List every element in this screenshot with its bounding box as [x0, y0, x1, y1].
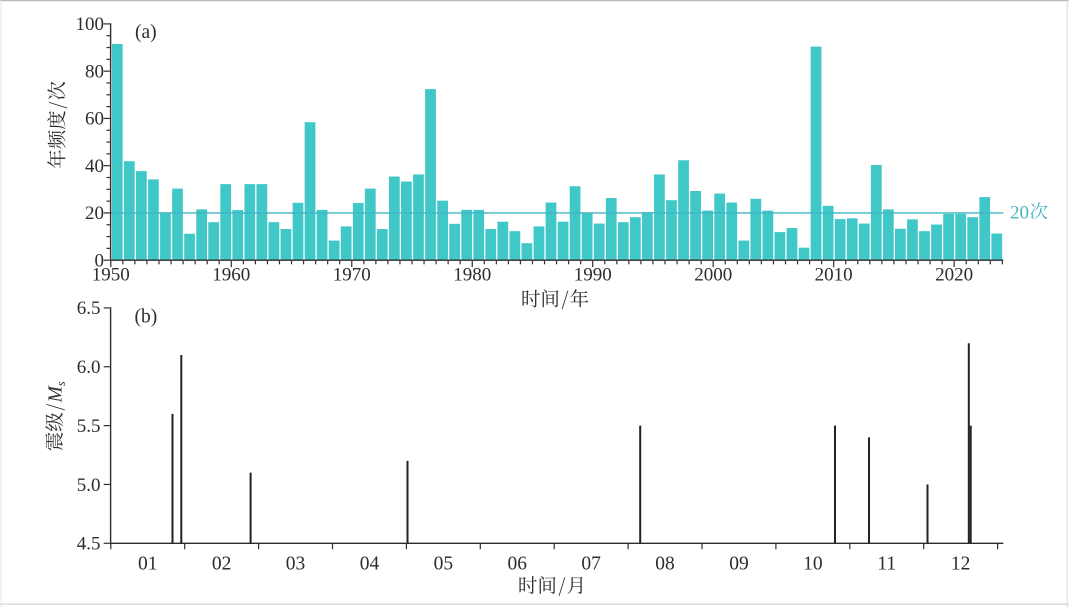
svg-text:(a): (a)	[135, 22, 157, 43]
svg-text:40: 40	[85, 156, 104, 177]
svg-text:09: 09	[729, 554, 749, 575]
svg-text:5.5: 5.5	[77, 416, 101, 437]
svg-text:(b): (b)	[135, 307, 158, 328]
svg-text:5.0: 5.0	[77, 475, 101, 496]
svg-text:03: 03	[286, 554, 306, 575]
svg-text:06: 06	[508, 554, 528, 575]
svg-text:05: 05	[434, 554, 454, 575]
svg-text:1960: 1960	[212, 265, 250, 286]
svg-text:6.0: 6.0	[77, 357, 101, 378]
svg-text:10: 10	[803, 554, 823, 575]
svg-text:2010: 2010	[815, 265, 853, 286]
svg-text:80: 80	[85, 61, 104, 82]
svg-text:4.5: 4.5	[77, 534, 101, 555]
svg-text:0: 0	[95, 251, 105, 272]
svg-text:11: 11	[877, 554, 896, 575]
svg-text:12: 12	[951, 554, 971, 575]
svg-text:04: 04	[360, 554, 380, 575]
svg-text:6.5: 6.5	[77, 298, 101, 319]
svg-text:08: 08	[655, 554, 675, 575]
svg-text:01: 01	[138, 554, 158, 575]
svg-text:2000: 2000	[694, 265, 732, 286]
svg-text:07: 07	[581, 554, 601, 575]
svg-text:Ms: Ms	[46, 381, 69, 403]
svg-text:1990: 1990	[574, 265, 612, 286]
svg-text:20: 20	[85, 203, 104, 224]
svg-text:60: 60	[85, 109, 104, 130]
svg-text:2020: 2020	[935, 265, 973, 286]
svg-text:1980: 1980	[453, 265, 491, 286]
svg-text:100: 100	[76, 14, 105, 35]
svg-text:1970: 1970	[333, 265, 371, 286]
svg-text:02: 02	[212, 554, 232, 575]
svg-text:1950: 1950	[92, 265, 130, 286]
svg-text:20: 20	[1010, 203, 1029, 224]
